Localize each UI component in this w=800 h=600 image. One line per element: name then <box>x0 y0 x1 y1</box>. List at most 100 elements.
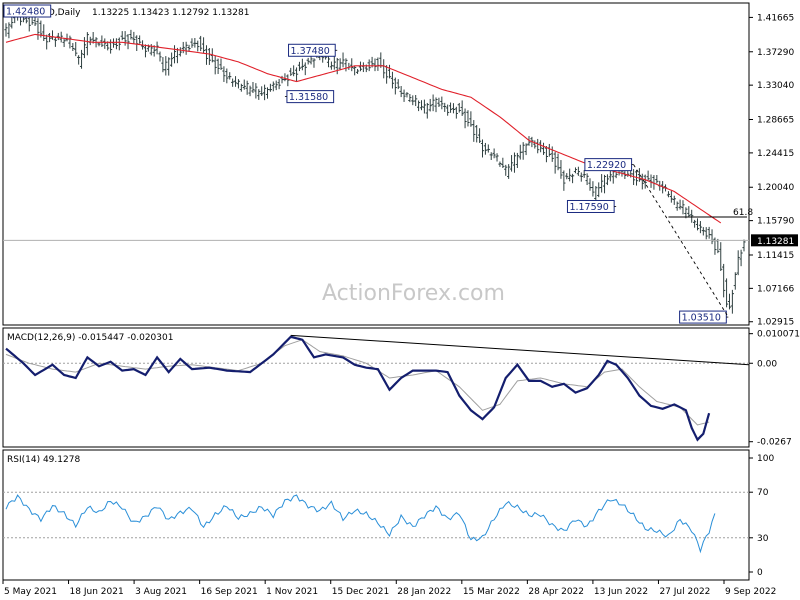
price-bar <box>730 289 734 314</box>
price-bar <box>446 104 450 116</box>
price-bar <box>387 64 392 79</box>
price-bar <box>260 86 264 96</box>
price-bar <box>103 38 107 49</box>
price-bar <box>422 99 426 114</box>
price-bar <box>292 65 296 77</box>
price-bar <box>271 81 275 92</box>
price-bar <box>77 55 81 65</box>
rsi-line <box>5 494 716 554</box>
price-bar <box>36 18 40 40</box>
current-price-label: 1.13281 <box>757 237 794 247</box>
price-bar <box>326 56 331 68</box>
price-bar <box>579 172 583 182</box>
price-bar <box>219 58 223 70</box>
price-bars <box>4 10 746 314</box>
price-bar <box>143 44 148 58</box>
price-bar <box>45 34 49 50</box>
price-bar <box>59 31 63 43</box>
price-bar <box>129 29 133 40</box>
price-bar <box>408 93 412 103</box>
price-bar <box>268 83 273 92</box>
price-bar <box>600 174 604 193</box>
price-bar <box>228 72 232 80</box>
price-bar <box>498 161 502 167</box>
price-bar <box>507 164 511 179</box>
price-bar <box>248 85 252 97</box>
x-tick-label: 9 Sep 2022 <box>725 587 776 597</box>
price-bar <box>440 96 444 110</box>
price-bar <box>553 151 557 174</box>
price-bar <box>472 120 476 142</box>
price-bar <box>62 38 66 48</box>
price-bar <box>515 152 519 169</box>
price-bar <box>10 17 14 29</box>
price-bar <box>283 73 287 82</box>
rsi-tick-label: 100 <box>757 454 774 464</box>
price-bar <box>724 278 729 308</box>
price-bar <box>164 56 168 76</box>
price-bar <box>585 173 589 186</box>
rsi-tick-label: 70 <box>757 488 769 498</box>
price-bar <box>704 227 708 240</box>
price-bar <box>132 31 136 44</box>
price-bar <box>358 61 363 72</box>
x-tick-label: 3 Aug 2021 <box>135 587 187 597</box>
price-bar <box>460 100 464 116</box>
price-bar <box>573 167 578 174</box>
price-bar <box>414 95 418 107</box>
x-tick-label: 1 Nov 2021 <box>266 587 318 597</box>
price-tick-label: 1.28665 <box>757 116 794 126</box>
price-bar <box>300 58 304 71</box>
x-tick-label: 15 Dec 2021 <box>332 587 390 597</box>
price-level-label: 1.17590 <box>566 199 617 213</box>
price-panel[interactable]: ActionForex.com GBPUSD,Daily 1.13225 1.1… <box>2 2 798 328</box>
price-bar <box>207 47 211 65</box>
svg-text:1.22920: 1.22920 <box>587 160 626 171</box>
price-bar <box>591 181 595 197</box>
price-bar <box>614 171 618 179</box>
svg-text:1.03510: 1.03510 <box>682 313 721 324</box>
price-bar <box>222 66 226 82</box>
price-bar <box>570 173 575 184</box>
price-bar <box>640 173 644 190</box>
price-bar <box>539 140 543 153</box>
price-tick-label: 1.20040 <box>757 183 794 193</box>
price-bar <box>512 152 517 173</box>
price-bar <box>489 152 493 161</box>
price-bar <box>480 139 485 158</box>
price-bar <box>710 229 714 245</box>
price-bar <box>492 148 496 159</box>
price-bar <box>605 174 610 186</box>
price-bar <box>396 79 400 90</box>
price-bar <box>79 49 84 69</box>
current-price-badge <box>751 234 798 247</box>
price-bar <box>568 168 572 182</box>
price-bar <box>576 166 580 176</box>
price-tick-label: 1.11415 <box>757 251 794 261</box>
price-bar <box>335 57 339 75</box>
price-bar <box>286 74 290 87</box>
price-bar <box>274 80 278 91</box>
price-bar <box>4 23 8 37</box>
price-bar <box>204 45 209 65</box>
price-bar <box>114 38 119 50</box>
price-level-label: 1.22920 <box>584 158 634 172</box>
price-bar <box>390 71 395 89</box>
price-bar <box>687 206 691 218</box>
x-axis: 5 May 2021 18 Jun 2021 3 Aug 2021 16 Sep 20… <box>2 580 776 597</box>
price-bar <box>466 110 470 127</box>
svg-text:1.17590: 1.17590 <box>569 202 608 213</box>
x-tick-label: 27 Jul 2022 <box>659 587 710 597</box>
macd-panel[interactable]: MACD(12,26,9) -0.015447 -0.020301 0.0100… <box>2 327 800 448</box>
rsi-tick-label: 30 <box>757 534 769 544</box>
price-bar <box>167 57 171 76</box>
price-bar <box>550 146 554 162</box>
rsi-panel[interactable]: RSI(14) 49.1278 100 70 30 0 <box>2 449 774 581</box>
price-bar <box>672 195 676 205</box>
price-bar <box>71 43 75 51</box>
price-bar <box>402 89 406 102</box>
price-bar <box>477 128 482 143</box>
price-bar <box>565 173 569 180</box>
price-bar <box>559 160 563 179</box>
price-bar <box>451 103 456 114</box>
